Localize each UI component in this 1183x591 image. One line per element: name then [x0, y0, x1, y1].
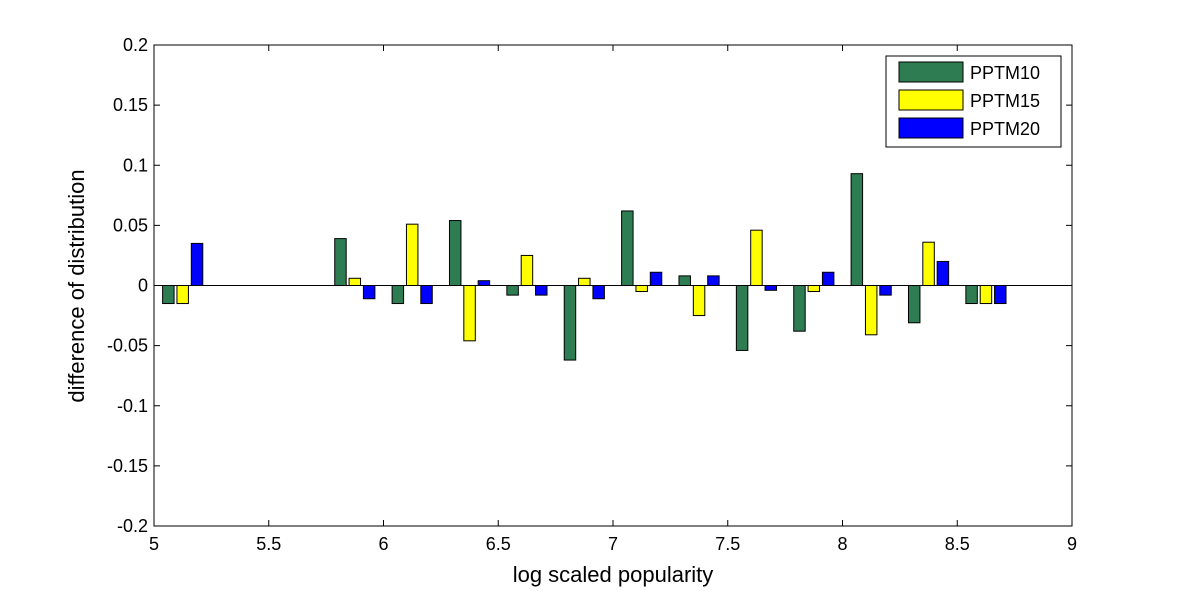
- legend: PPTM10 PPTM15 PPTM20: [885, 55, 1062, 148]
- x-tick-label: 5: [149, 534, 159, 554]
- bar-pptm15: [922, 241, 935, 287]
- y-axis-title: difference of distribution: [64, 169, 89, 402]
- x-tick-label: 8.5: [945, 534, 970, 554]
- bar-pptm10: [162, 285, 175, 305]
- bar-pptm15: [864, 285, 878, 336]
- bar-pptm15: [807, 285, 821, 293]
- bar-pptm15: [405, 223, 419, 286]
- x-axis-title: log scaled popularity: [513, 562, 714, 587]
- bar-pptm10: [907, 285, 921, 324]
- x-tick-label: 5.5: [256, 534, 281, 554]
- bar-pptm20: [879, 285, 892, 296]
- bar-pptm15: [520, 254, 534, 286]
- y-tick-label: 0.2: [123, 35, 148, 55]
- y-tick-label: 0.15: [113, 95, 148, 115]
- bar-pptm10: [621, 210, 634, 287]
- bar-pptm20: [190, 242, 204, 287]
- bar-pptm15: [348, 277, 362, 287]
- bar-pptm15: [176, 285, 189, 305]
- bar-pptm10: [334, 238, 347, 286]
- bar-pptm20: [477, 280, 491, 287]
- y-tick-label: 0: [138, 276, 148, 296]
- bar-pptm10: [506, 285, 519, 296]
- bars: [162, 173, 1007, 361]
- bar-pptm20: [420, 285, 433, 305]
- y-tick-label: 0.1: [123, 155, 148, 175]
- bar-pptm20: [707, 275, 720, 287]
- x-tick-label: 6: [378, 534, 388, 554]
- bar-pptm20: [535, 285, 548, 296]
- bar-pptm10: [965, 285, 978, 305]
- bar-pptm20: [649, 271, 663, 286]
- bar-pptm10: [391, 285, 405, 305]
- x-tick-label: 9: [1067, 534, 1077, 554]
- y-tick-label: -0.1: [117, 396, 148, 416]
- bar-pptm15: [463, 285, 476, 342]
- bar-pptm20: [994, 285, 1007, 305]
- y-tick-label: -0.05: [107, 336, 148, 356]
- x-axis: 5 5.5 6 6.5 7 7.5 8 8.5 9: [149, 45, 1077, 554]
- bar-pptm20: [821, 271, 835, 286]
- legend-swatch-pptm10: [898, 61, 964, 83]
- y-tick-label: -0.15: [107, 456, 148, 476]
- bar-pptm20: [764, 285, 778, 291]
- legend-label-pptm10: PPTM10: [970, 63, 1040, 83]
- y-axis: -0.2 -0.15 -0.1 -0.05 0 0.05 0.1 0.15 0.2: [107, 35, 1072, 536]
- bar-pptm20: [362, 285, 376, 300]
- bar-pptm10: [448, 220, 462, 286]
- bar-pptm10: [735, 285, 749, 351]
- x-tick-label: 6.5: [486, 534, 511, 554]
- legend-swatch-pptm15: [898, 89, 964, 111]
- x-tick-label: 7: [608, 534, 618, 554]
- bar-pptm20: [936, 260, 950, 287]
- y-tick-label: 0.05: [113, 215, 148, 235]
- bar-pptm15: [692, 285, 706, 317]
- legend-label-pptm15: PPTM15: [970, 91, 1040, 111]
- bar-pptm15: [635, 285, 648, 293]
- bar-pptm15: [578, 277, 591, 287]
- bar-pptm10: [793, 285, 806, 332]
- bar-pptm15: [750, 229, 763, 286]
- bar-pptm10: [563, 285, 577, 361]
- bar-pptm10: [850, 173, 864, 286]
- legend-swatch-pptm20: [898, 117, 964, 139]
- x-tick-label: 8: [837, 534, 847, 554]
- bar-pptm15: [979, 285, 993, 305]
- bar-pptm20: [592, 285, 605, 300]
- legend-label-pptm20: PPTM20: [970, 119, 1040, 139]
- bar-pptm10: [678, 275, 691, 287]
- x-tick-label: 7.5: [715, 534, 740, 554]
- y-tick-label: -0.2: [117, 516, 148, 536]
